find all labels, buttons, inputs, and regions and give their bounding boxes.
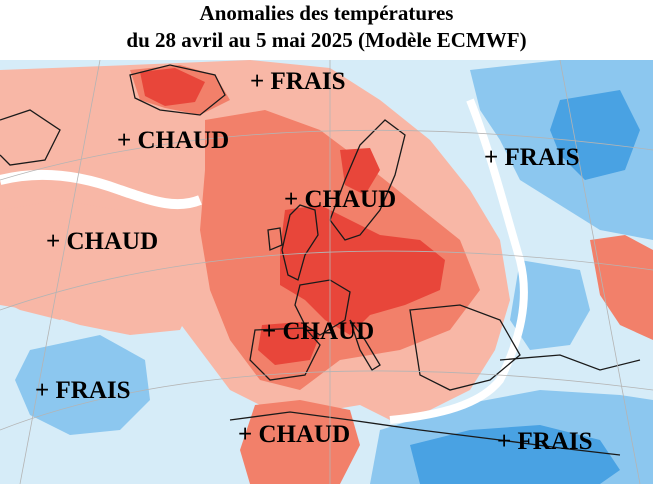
strong-warm-region-iberia [258,322,320,365]
cold-region-east [510,260,590,350]
neutral-band-north [0,169,202,210]
strong-warm-region-scandinavia [340,148,380,195]
anomaly-field [0,60,653,484]
label-west-chaud: + CHAUD [117,127,230,154]
title-line-2: du 28 avril au 5 mai 2025 (Modèle ECMWF) [126,28,527,52]
label-morocco-chaud: + CHAUD [238,421,351,448]
cold-region-atlantic [15,335,150,435]
strong-warm-region-europe [280,205,445,335]
label-russia-frais: + FRAIS [484,144,580,171]
title-line-1: Anomalies des températures [199,1,454,25]
graticule [0,60,653,484]
strong-cold-region-southeast [410,425,620,484]
strong-cold-region-russia [550,90,640,180]
neutral-band-east [389,98,528,424]
temperature-anomaly-map: + FRAIS + CHAUD + CHAUD + FRAIS + CHAUD … [0,60,653,484]
label-spain-chaud: + CHAUD [262,318,375,345]
label-atlantic-frais: + FRAIS [35,377,131,404]
strong-warm-region-greenland [140,68,205,106]
atlantic-warm-lobe [0,200,200,335]
coastlines [0,64,641,456]
map-title: Anomalies des températures du 28 avril a… [0,0,653,60]
label-atlantic-chaud: + CHAUD [46,228,159,255]
label-north-frais: + FRAIS [250,68,346,95]
label-southeast-frais: + FRAIS [497,428,593,455]
label-northsea-chaud: + CHAUD [284,186,397,213]
warm-region-east [590,235,653,340]
